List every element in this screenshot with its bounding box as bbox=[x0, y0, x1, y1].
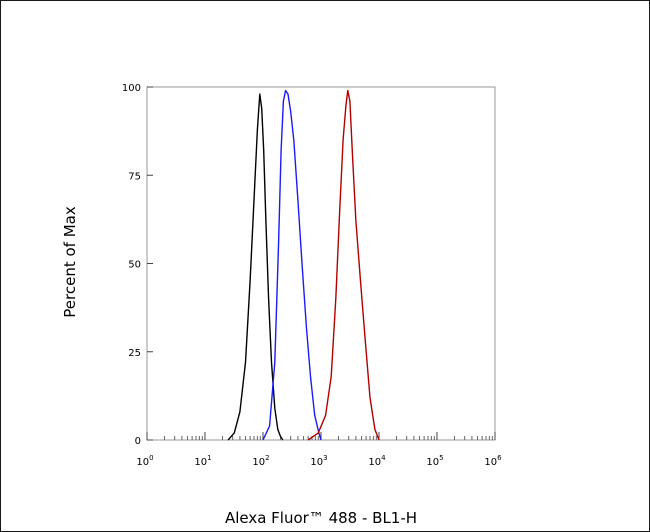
y-axis-tick-labels: 0 25 50 75 100 bbox=[122, 83, 141, 447]
series-lines bbox=[227, 89, 380, 441]
y-axis-ticks bbox=[147, 86, 153, 441]
x-axis-title: Alexa Fluor™ 488 - BL1-H bbox=[225, 509, 417, 527]
y-axis-title: Percent of Max bbox=[61, 206, 79, 318]
x-tick-label: 104 bbox=[368, 454, 386, 468]
series-line-3 bbox=[307, 89, 380, 441]
y-tick-label: 0 bbox=[135, 436, 141, 447]
x-tick-label: 101 bbox=[194, 454, 211, 468]
series-line-1 bbox=[227, 93, 284, 441]
x-tick-label: 103 bbox=[310, 454, 327, 468]
series-line-2 bbox=[262, 89, 322, 441]
x-tick-label: 100 bbox=[136, 454, 153, 468]
y-tick-label: 75 bbox=[128, 171, 141, 182]
plot-area bbox=[146, 86, 496, 441]
y-tick-label: 50 bbox=[128, 260, 141, 271]
x-axis-minor-ticks bbox=[163, 436, 493, 440]
x-tick-label: 102 bbox=[252, 454, 269, 468]
y-tick-label: 25 bbox=[128, 348, 141, 359]
x-axis-tick-labels: 100 101 102 103 104 105 106 bbox=[136, 454, 502, 468]
x-tick-label: 105 bbox=[426, 454, 443, 468]
x-tick-label: 106 bbox=[484, 454, 502, 468]
y-tick-label: 100 bbox=[122, 83, 141, 94]
